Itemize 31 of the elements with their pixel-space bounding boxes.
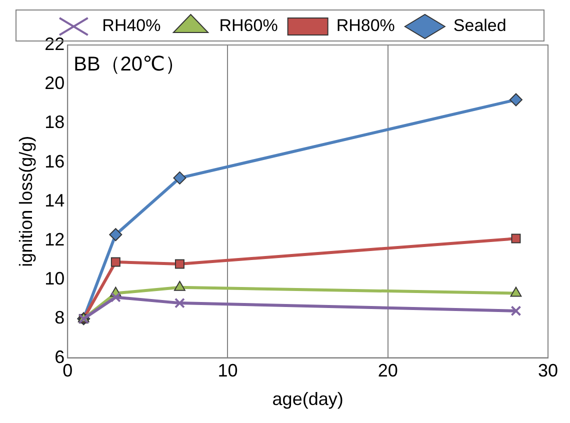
point (109, 228, 122, 242)
legend-label: Sealed (453, 16, 506, 36)
legend-label: RH40% (102, 16, 161, 36)
point (174, 280, 186, 291)
y-tick-label: 14 (44, 190, 65, 210)
x-axis-title: age(day) (272, 389, 344, 410)
y-tick-label: 20 (44, 73, 65, 94)
point (511, 234, 521, 244)
y-tick-label: 16 (44, 151, 65, 172)
y-tick-label: 8 (54, 308, 65, 328)
point (110, 257, 120, 267)
x-tick-label: 20 (378, 360, 398, 381)
y-tick-label: 22 (44, 34, 65, 54)
annotation: BB（20℃） (74, 54, 186, 76)
point (174, 298, 185, 308)
point (110, 292, 121, 302)
point (510, 306, 522, 316)
y-tick-label: 10 (44, 268, 65, 289)
y-tick-label: 12 (44, 229, 65, 250)
x-tick-label: 30 (538, 360, 558, 381)
point (509, 93, 522, 106)
y-tick-label: 18 (44, 112, 65, 132)
point (510, 286, 522, 297)
y-axis-title: ignition loss(g/g) (16, 136, 36, 267)
legend-label: RH60% (219, 16, 278, 36)
y-tick-label: 6 (54, 346, 65, 367)
legend-label: RH80% (336, 16, 395, 36)
point (174, 259, 184, 269)
x-tick-label: 0 (62, 360, 73, 381)
x-tick-label: 10 (218, 360, 238, 381)
point (173, 171, 186, 184)
